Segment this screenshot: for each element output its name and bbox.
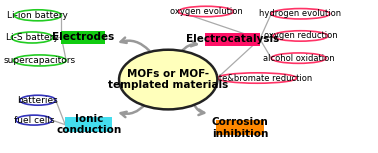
Text: oxygen reduction: oxygen reduction: [264, 32, 337, 40]
Ellipse shape: [271, 9, 330, 19]
Text: fuel cells: fuel cells: [14, 116, 54, 125]
Text: Electrocatalysis: Electrocatalysis: [186, 34, 279, 44]
Ellipse shape: [217, 73, 297, 83]
Ellipse shape: [20, 95, 56, 105]
Text: hydrogen evolution: hydrogen evolution: [259, 9, 342, 18]
Ellipse shape: [14, 10, 61, 21]
Text: nitrite&bromate reduction: nitrite&bromate reduction: [202, 74, 312, 82]
Ellipse shape: [11, 32, 53, 43]
Text: Li-ion battery: Li-ion battery: [7, 11, 68, 20]
FancyBboxPatch shape: [216, 120, 264, 135]
Text: Li-S battery: Li-S battery: [6, 33, 59, 42]
Text: Ionic
conduction: Ionic conduction: [56, 114, 121, 136]
Text: Electrodes: Electrodes: [52, 32, 114, 43]
Text: oxygen evolution: oxygen evolution: [170, 7, 242, 16]
Ellipse shape: [119, 50, 217, 109]
FancyBboxPatch shape: [65, 117, 113, 132]
FancyBboxPatch shape: [61, 31, 105, 44]
Ellipse shape: [271, 53, 326, 63]
Text: MOFs or MOF-
templated materials: MOFs or MOF- templated materials: [108, 69, 228, 90]
Text: supercapacitors: supercapacitors: [4, 56, 76, 65]
Ellipse shape: [13, 55, 66, 66]
FancyBboxPatch shape: [205, 33, 260, 46]
Text: batteries: batteries: [17, 96, 58, 105]
Text: alcohol oxidation: alcohol oxidation: [263, 54, 335, 63]
Ellipse shape: [273, 31, 328, 41]
Ellipse shape: [179, 6, 234, 17]
Text: Corrosion
inhibition: Corrosion inhibition: [212, 117, 268, 139]
Ellipse shape: [16, 115, 52, 125]
